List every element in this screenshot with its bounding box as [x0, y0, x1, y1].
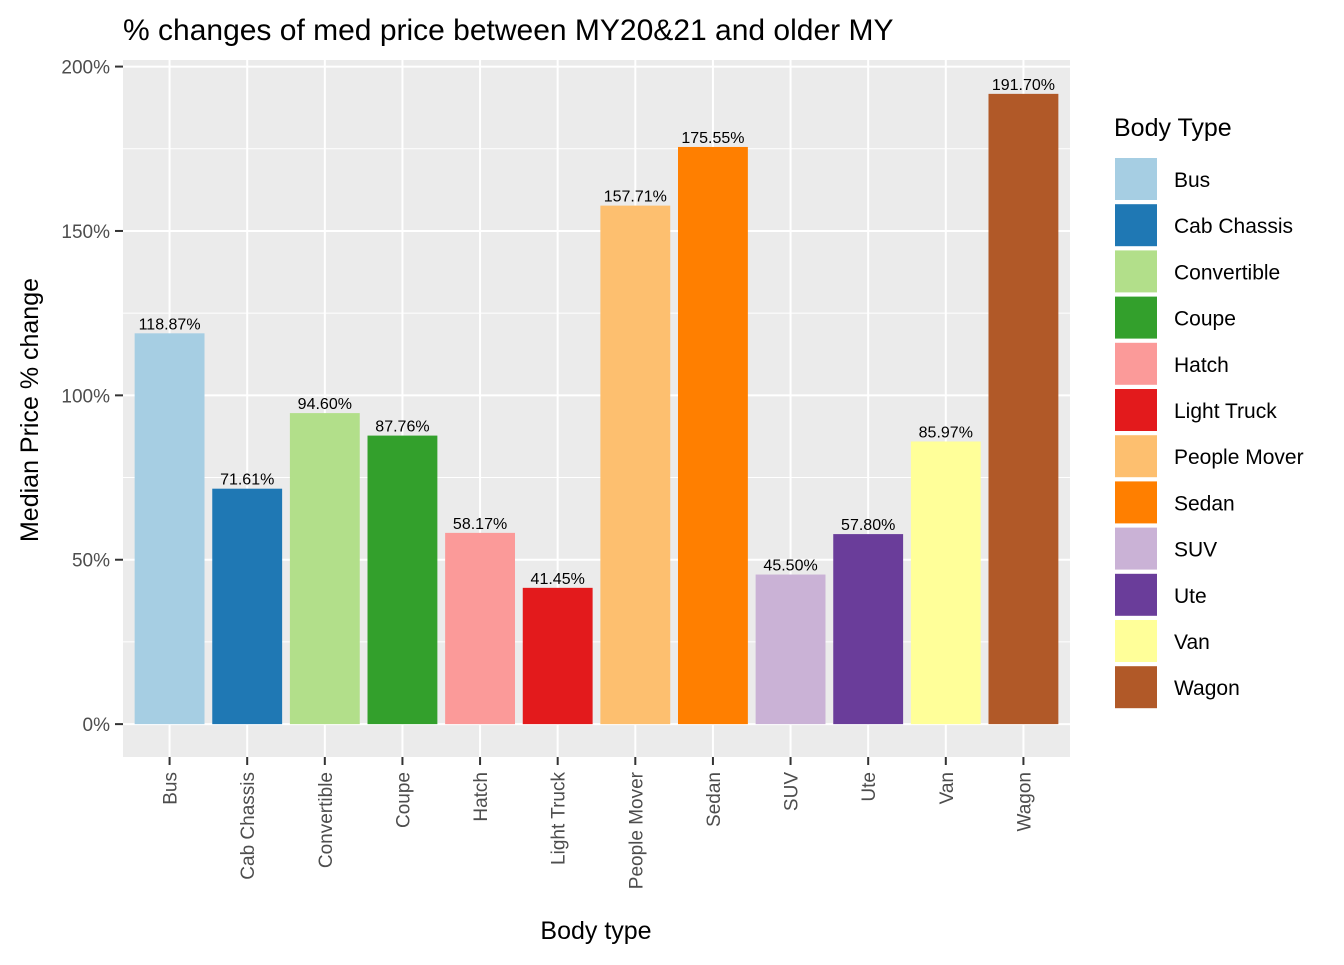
- legend-label: Convertible: [1174, 261, 1280, 284]
- legend-key: [1115, 666, 1157, 709]
- x-tick-label: Sedan: [704, 772, 725, 827]
- bar-value-labels: 118.87% 71.61% 94.60% 87.76% 58.17% 41.45% 157…: [139, 77, 1055, 588]
- bar-value-label: 85.97%: [919, 424, 973, 441]
- bar-value-label: 41.45%: [531, 571, 585, 588]
- legend-key: [1115, 296, 1157, 339]
- bar-light-truck: [522, 587, 593, 725]
- bar-value-label: 71.61%: [220, 472, 274, 489]
- x-tick-label: Cab Chassis: [238, 772, 259, 880]
- bar-ute: [833, 534, 904, 725]
- legend-label: People Mover: [1174, 446, 1304, 469]
- bar-value-label: 191.70%: [992, 77, 1055, 94]
- legend-label: Coupe: [1174, 308, 1236, 331]
- legend-label: Sedan: [1174, 492, 1235, 515]
- x-tick-label: Hatch: [471, 772, 492, 822]
- legend-key: [1115, 527, 1157, 570]
- bar-bus: [134, 333, 205, 725]
- legend-label: Ute: [1174, 585, 1207, 608]
- x-tick-label: People Mover: [626, 771, 647, 889]
- legend-items: Bus Cab Chassis Convertible Coupe Hatch Light…: [1115, 158, 1304, 709]
- legend-title: Body Type: [1114, 114, 1232, 142]
- chart-title: % changes of med price between MY20&21 a…: [123, 14, 893, 47]
- legend-key: [1115, 481, 1157, 524]
- bars: [134, 93, 1059, 725]
- legend: Body Type Bus Cab Chassis Convertible Coupe…: [1114, 114, 1304, 709]
- x-axis-label: Body type: [540, 917, 651, 945]
- bar-value-label: 175.55%: [681, 130, 744, 147]
- y-axis: 0% 50% 100% 150% 200%: [61, 58, 123, 736]
- bar-value-label: 87.76%: [375, 419, 429, 436]
- legend-label: Hatch: [1174, 354, 1229, 377]
- bar-cab-chassis: [212, 488, 283, 725]
- x-tick-label: Ute: [859, 772, 880, 802]
- legend-key: [1115, 573, 1157, 616]
- bar-value-label: 118.87%: [139, 316, 201, 333]
- legend-label: Bus: [1174, 169, 1210, 192]
- legend-key: [1115, 620, 1157, 662]
- y-tick-label: 200%: [61, 58, 110, 79]
- x-tick-label: Van: [937, 772, 958, 804]
- x-tick-label: Wagon: [1014, 772, 1035, 832]
- y-tick-label: 100%: [61, 386, 110, 407]
- legend-label: SUV: [1174, 539, 1217, 562]
- legend-key: [1115, 342, 1157, 385]
- bar-coupe: [367, 435, 438, 725]
- bar-value-label: 45.50%: [763, 558, 817, 575]
- legend-label: Van: [1174, 631, 1210, 654]
- y-axis-label: Median Price % change: [16, 278, 44, 542]
- x-axis: Bus Cab Chassis Convertible Coupe Hatch Light…: [161, 757, 1035, 889]
- bar-suv: [755, 574, 826, 725]
- x-tick-label: SUV: [782, 772, 803, 811]
- x-tick-label: Light Truck: [549, 772, 570, 865]
- bar-value-label: 94.60%: [298, 396, 352, 413]
- bar-van: [910, 441, 981, 725]
- bar-value-label: 57.80%: [841, 517, 895, 534]
- bar-hatch: [445, 532, 515, 725]
- legend-label: Cab Chassis: [1174, 215, 1293, 238]
- x-tick-label: Convertible: [316, 772, 337, 868]
- y-tick-label: 150%: [61, 222, 110, 243]
- legend-key: [1115, 250, 1157, 293]
- bar-sedan: [678, 146, 748, 725]
- legend-key: [1115, 435, 1157, 478]
- x-tick-label: Coupe: [393, 772, 414, 828]
- bar-value-label: 58.17%: [453, 516, 507, 533]
- y-tick-label: 0%: [83, 715, 111, 736]
- legend-label: Wagon: [1174, 677, 1240, 700]
- bar-wagon: [988, 93, 1059, 725]
- bar-convertible: [289, 413, 360, 725]
- legend-key: [1115, 204, 1157, 247]
- bar-value-label: 157.71%: [604, 189, 667, 206]
- legend-key: [1115, 158, 1157, 200]
- legend-label: Light Truck: [1174, 400, 1277, 423]
- y-tick-label: 50%: [72, 551, 110, 572]
- legend-key: [1115, 389, 1157, 431]
- bar-people-mover: [600, 205, 671, 725]
- x-tick-label: Bus: [161, 772, 182, 805]
